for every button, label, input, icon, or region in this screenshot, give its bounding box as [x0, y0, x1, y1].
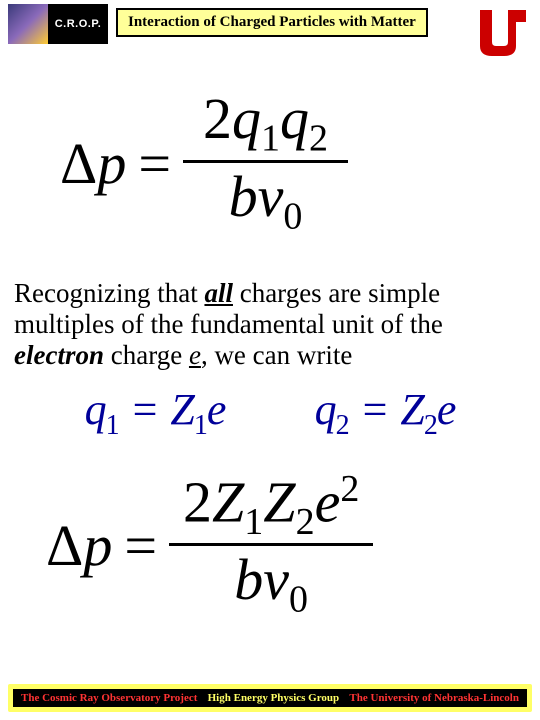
equation-delta-p-z: Δp = 2Z1Z2e2 bv0 — [46, 470, 373, 621]
substitution-equations: q1 = Z1e q2 = Z2e — [40, 384, 500, 442]
text-electron: electron — [14, 340, 104, 370]
equation-delta-p-q: Δp = 2q1q2 bv0 — [60, 90, 420, 238]
crop-logo-text: C.R.O.P. — [48, 4, 108, 44]
slide-title: Interaction of Charged Particles with Ma… — [116, 8, 428, 37]
footer-center: High Energy Physics Group — [208, 692, 340, 704]
eq1-equals: = — [138, 130, 171, 197]
eq1-fraction: 2q1q2 bv0 — [183, 90, 348, 238]
eq1-numerator: 2q1q2 — [183, 90, 348, 163]
crop-logo: C.R.O.P. — [8, 4, 108, 44]
slide-footer: The Cosmic Ray Observatory Project High … — [8, 684, 532, 712]
eq2-numerator: 2Z1Z2e2 — [169, 470, 373, 546]
footer-right: The University of Nebraska-Lincoln — [349, 692, 519, 704]
eq2-fraction: 2Z1Z2e2 bv0 — [169, 470, 373, 621]
footer-left: The Cosmic Ray Observatory Project — [21, 692, 197, 704]
slide-header: C.R.O.P. Interaction of Charged Particle… — [0, 0, 540, 50]
crop-logo-ray — [8, 4, 48, 44]
text-all: all — [204, 278, 233, 308]
explanation-text: Recognizing that all charges are simple … — [14, 278, 526, 371]
eq2-lhs: Δp — [46, 512, 112, 579]
crop-logo-inner: C.R.O.P. — [8, 4, 108, 44]
eq1-lhs: Δp — [60, 130, 126, 197]
sub-eq-q2: q2 = Z2e — [315, 384, 456, 442]
text-e: e — [189, 340, 201, 370]
sub-eq-q1: q1 = Z1e — [85, 384, 226, 442]
unl-logo — [474, 4, 530, 58]
eq1-denominator: bv0 — [183, 163, 348, 238]
eq2-equals: = — [124, 512, 157, 579]
eq2-denominator: bv0 — [169, 546, 373, 621]
